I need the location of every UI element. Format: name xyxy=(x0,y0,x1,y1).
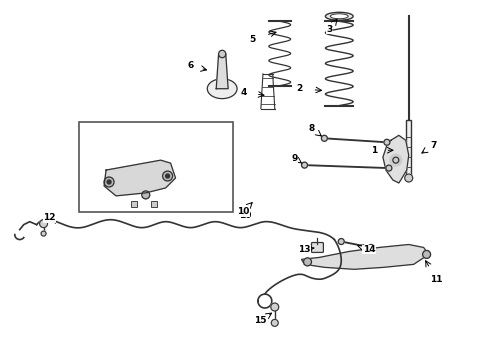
Text: 4: 4 xyxy=(241,88,247,97)
Text: 13: 13 xyxy=(298,245,311,254)
Circle shape xyxy=(107,180,111,184)
Polygon shape xyxy=(383,135,409,183)
Circle shape xyxy=(386,165,392,171)
Circle shape xyxy=(384,139,390,145)
Circle shape xyxy=(338,239,344,244)
Ellipse shape xyxy=(219,50,226,58)
Circle shape xyxy=(166,174,170,178)
Circle shape xyxy=(390,154,402,166)
Circle shape xyxy=(271,319,278,327)
Circle shape xyxy=(40,220,48,228)
Bar xyxy=(131,201,137,207)
Circle shape xyxy=(301,162,308,168)
Circle shape xyxy=(271,303,279,311)
Text: 5: 5 xyxy=(249,35,255,44)
Polygon shape xyxy=(301,244,429,269)
Text: 7: 7 xyxy=(430,141,437,150)
Circle shape xyxy=(422,251,431,258)
Text: 8: 8 xyxy=(308,124,315,133)
Text: 11: 11 xyxy=(430,275,443,284)
Bar xyxy=(151,201,157,207)
Polygon shape xyxy=(104,160,175,196)
Text: 10: 10 xyxy=(237,207,249,216)
Polygon shape xyxy=(216,54,228,89)
Text: 2: 2 xyxy=(296,84,303,93)
Text: 3: 3 xyxy=(326,25,333,34)
Text: 9: 9 xyxy=(292,154,298,163)
Circle shape xyxy=(368,244,374,251)
Text: 14: 14 xyxy=(363,245,375,254)
FancyBboxPatch shape xyxy=(312,243,323,252)
Text: 10: 10 xyxy=(239,211,251,220)
Circle shape xyxy=(405,174,413,182)
Circle shape xyxy=(104,177,114,187)
Text: 15: 15 xyxy=(254,316,266,325)
Circle shape xyxy=(142,191,150,199)
Ellipse shape xyxy=(330,14,348,19)
Text: 1: 1 xyxy=(371,146,377,155)
Ellipse shape xyxy=(207,79,237,99)
Circle shape xyxy=(303,258,312,266)
Circle shape xyxy=(163,171,172,181)
Text: 12: 12 xyxy=(43,213,56,222)
Circle shape xyxy=(321,135,327,141)
Text: 6: 6 xyxy=(187,62,194,71)
Circle shape xyxy=(41,231,46,236)
Bar xyxy=(406,121,412,175)
Ellipse shape xyxy=(325,12,353,20)
Bar xyxy=(79,122,233,212)
